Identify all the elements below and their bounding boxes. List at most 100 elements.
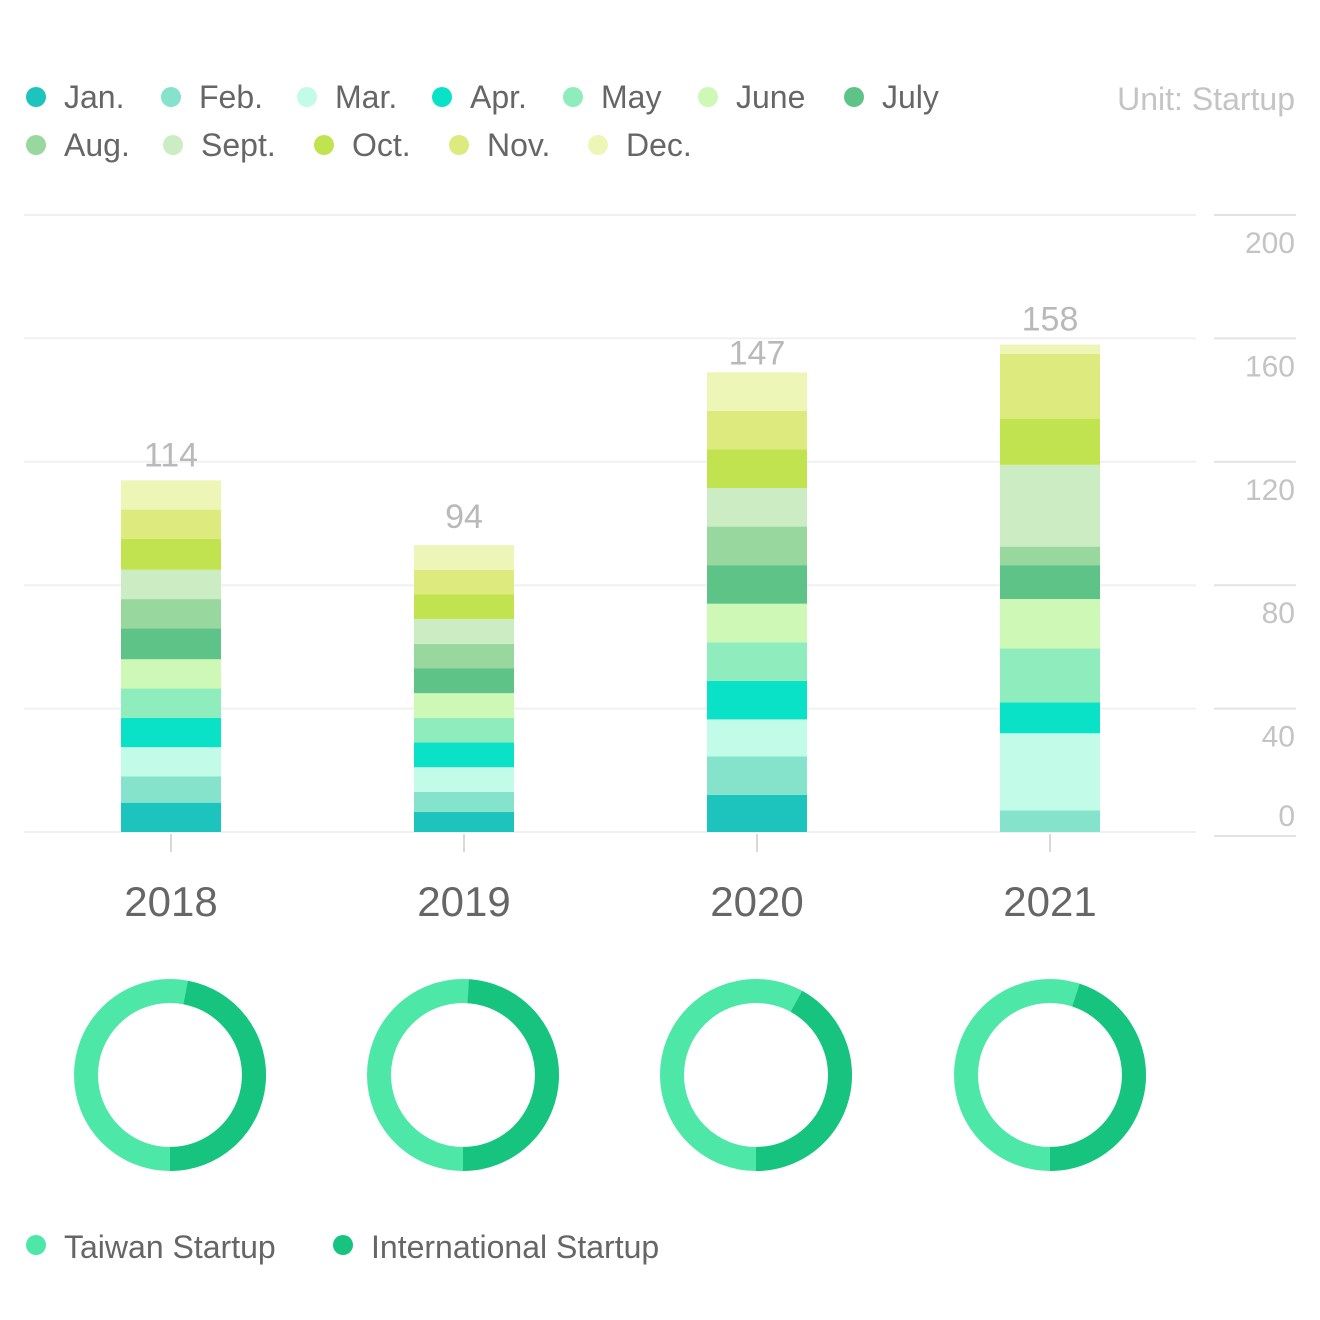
bar-segment bbox=[1000, 353, 1100, 419]
bar-segment bbox=[121, 659, 221, 689]
bar-segment bbox=[1000, 648, 1100, 703]
y-axis: 0 40 80 120 160 200 bbox=[1214, 214, 1296, 837]
bar-segment bbox=[121, 717, 221, 748]
bar-segment bbox=[707, 642, 807, 681]
bar-segment bbox=[707, 756, 807, 795]
legend-label: Sept. bbox=[201, 127, 276, 163]
bar-segment bbox=[414, 643, 514, 669]
bar-segment bbox=[414, 791, 514, 812]
bar-segment bbox=[1000, 599, 1100, 649]
bar-segment bbox=[1000, 810, 1100, 832]
legend-swatch bbox=[26, 135, 46, 155]
legend-label: May bbox=[601, 79, 661, 115]
bar-segment bbox=[414, 693, 514, 718]
donut-legend-label: International Startup bbox=[371, 1229, 659, 1265]
bar-segment bbox=[1000, 344, 1100, 354]
bar-segment bbox=[1000, 565, 1100, 600]
bar-segment bbox=[414, 811, 514, 832]
legend-label: Aug. bbox=[64, 127, 130, 163]
bar-segment bbox=[707, 719, 807, 757]
x-tick-label: 2020 bbox=[710, 878, 803, 925]
bar-segment bbox=[707, 794, 807, 832]
legend-label: Mar. bbox=[335, 79, 397, 115]
x-tick-label: 2018 bbox=[124, 878, 217, 925]
unit-label: Unit: Startup bbox=[1117, 81, 1295, 117]
legend-swatch bbox=[163, 135, 183, 155]
bar-segment bbox=[707, 488, 807, 527]
legend-label: Apr. bbox=[470, 79, 527, 115]
legend-swatch bbox=[314, 135, 334, 155]
bar-total-label: 94 bbox=[445, 498, 483, 536]
y-tick-label: 200 bbox=[1245, 227, 1295, 260]
bar-segment bbox=[414, 545, 514, 570]
bar-segment bbox=[707, 603, 807, 643]
legend-swatch bbox=[432, 87, 452, 107]
y-tick-label: 80 bbox=[1262, 597, 1295, 630]
legend-swatch bbox=[844, 87, 864, 107]
legend-swatch bbox=[26, 87, 46, 107]
legend-swatch bbox=[297, 87, 317, 107]
bar-segment bbox=[121, 688, 221, 718]
bar-segment bbox=[707, 449, 807, 489]
donut-legend-label: Taiwan Startup bbox=[64, 1229, 276, 1265]
legend-swatch bbox=[588, 135, 608, 155]
donut-legend: Taiwan Startup International Startup bbox=[26, 1229, 659, 1265]
y-tick-label: 40 bbox=[1262, 721, 1295, 754]
donut-international-arc bbox=[462, 979, 559, 1171]
donut-international-arc bbox=[1049, 983, 1146, 1171]
legend-swatch bbox=[161, 87, 181, 107]
bar-segment bbox=[1000, 418, 1100, 465]
legend-label: Dec. bbox=[626, 127, 692, 163]
legend-swatch bbox=[563, 87, 583, 107]
bar-segment bbox=[1000, 464, 1100, 547]
stacked-bars: 114 94 147 158 bbox=[121, 301, 1100, 832]
donut-international-arc bbox=[755, 990, 852, 1171]
bar-segment bbox=[414, 717, 514, 743]
bar-segment bbox=[414, 742, 514, 768]
donut-international-arc bbox=[169, 980, 266, 1171]
bar-segment bbox=[707, 680, 807, 720]
legend-label: Feb. bbox=[199, 79, 263, 115]
bar-segment bbox=[121, 569, 221, 600]
bar-segment bbox=[414, 569, 514, 595]
y-tick-label: 160 bbox=[1245, 350, 1295, 383]
y-tick-label: 120 bbox=[1245, 474, 1295, 507]
bar-segment bbox=[121, 509, 221, 539]
bar-segment bbox=[121, 747, 221, 777]
donut-legend-swatch bbox=[333, 1235, 353, 1255]
bar-segment bbox=[1000, 702, 1100, 734]
bar-total-label: 114 bbox=[144, 436, 198, 474]
x-tick-label: 2019 bbox=[417, 878, 510, 925]
legend-label: Oct. bbox=[352, 127, 411, 163]
y-tick-label: 0 bbox=[1278, 800, 1295, 833]
bar-total-label: 158 bbox=[1022, 301, 1079, 339]
x-axis: 2018 2019 2020 2021 bbox=[124, 834, 1097, 925]
bar-segment bbox=[121, 776, 221, 803]
bar-segment bbox=[121, 480, 221, 510]
legend-label: June bbox=[736, 79, 805, 115]
bar-segment bbox=[121, 802, 221, 832]
month-legend: Jan. Feb. Mar. Apr. May June July Aug. Sept. Oct.… bbox=[26, 79, 939, 163]
bar-segment bbox=[414, 767, 514, 792]
bar-segment bbox=[414, 594, 514, 620]
legend-label: Nov. bbox=[487, 127, 550, 163]
bar-segment bbox=[707, 410, 807, 450]
bar-segment bbox=[707, 372, 807, 411]
bar-segment bbox=[121, 628, 221, 660]
bar-segment bbox=[707, 526, 807, 566]
legend-label: July bbox=[882, 79, 939, 115]
legend-label: Jan. bbox=[64, 79, 124, 115]
legend-swatch bbox=[449, 135, 469, 155]
bar-total-label: 147 bbox=[729, 335, 786, 373]
bar-segment bbox=[707, 565, 807, 604]
bar-segment bbox=[414, 619, 514, 644]
bar-segment bbox=[121, 538, 221, 570]
legend-swatch bbox=[698, 87, 718, 107]
bar-segment bbox=[121, 599, 221, 629]
bar-segment bbox=[1000, 733, 1100, 811]
bar-segment bbox=[1000, 546, 1100, 566]
donut-legend-swatch bbox=[26, 1235, 46, 1255]
bar-segment bbox=[414, 668, 514, 694]
x-tick-label: 2021 bbox=[1003, 878, 1096, 925]
